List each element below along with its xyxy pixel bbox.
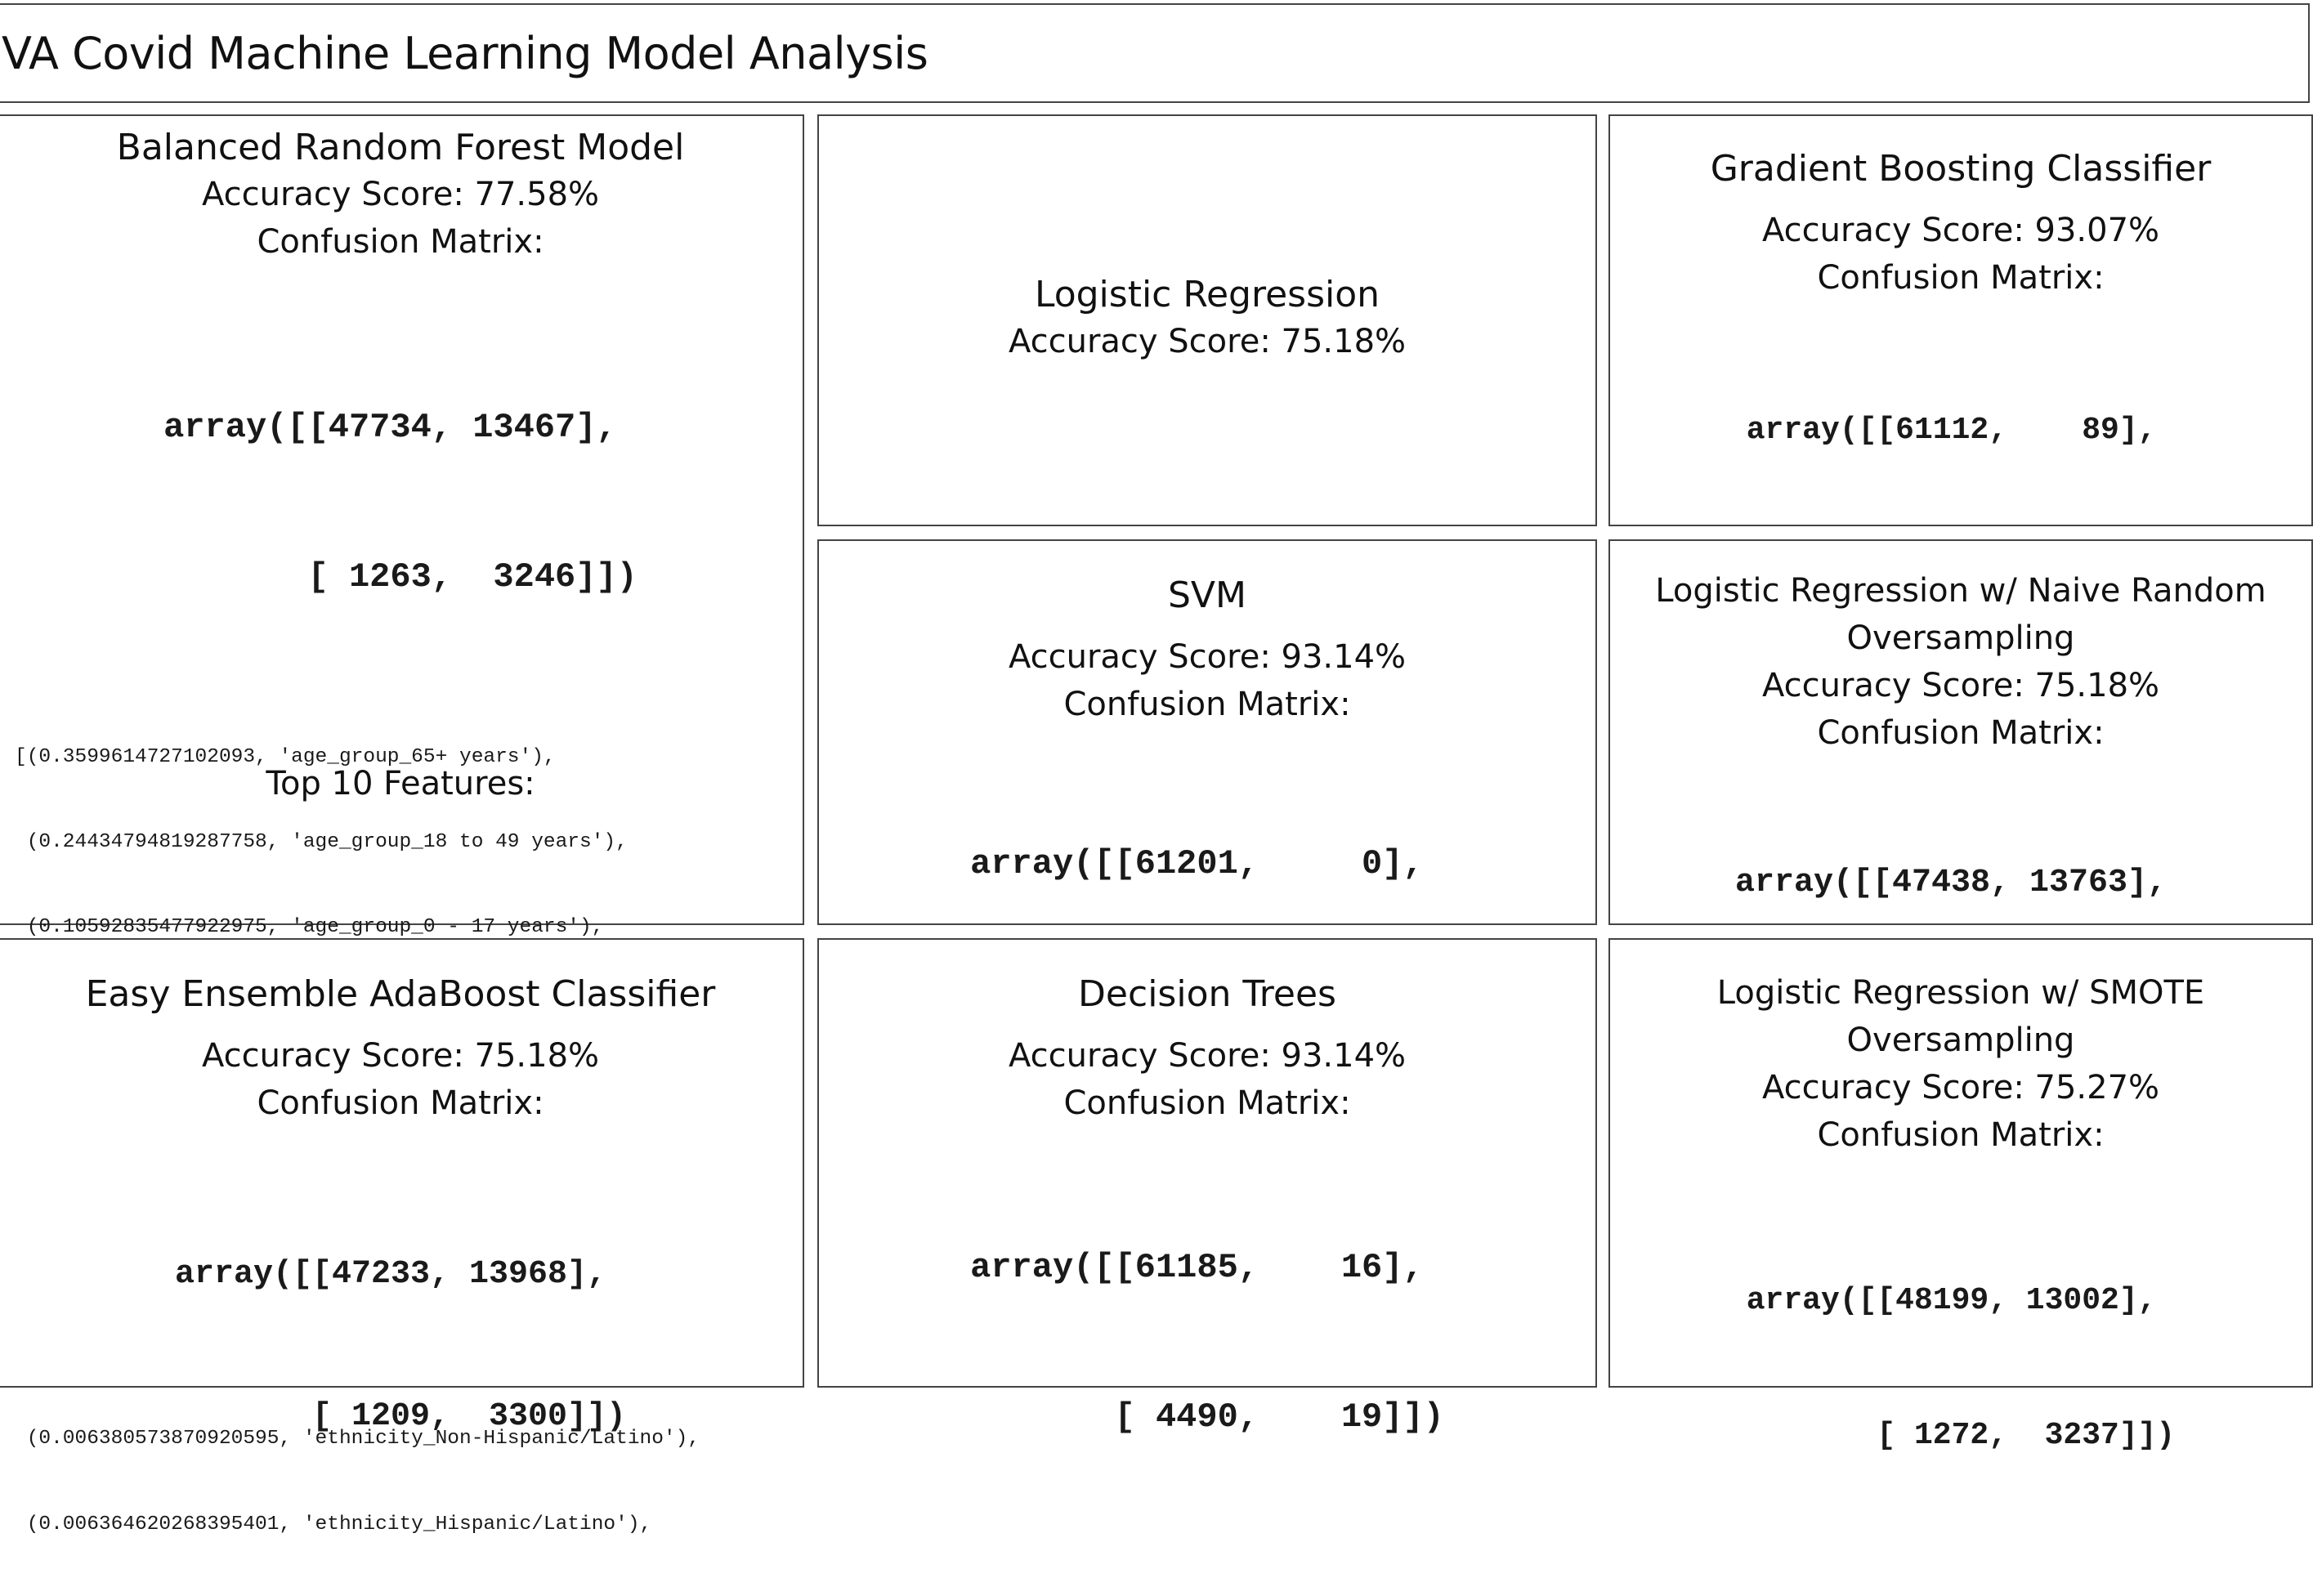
panel-title: Logistic Regression w/ Naive Random Over…: [1655, 572, 2266, 657]
panel-logistic-regression-naive-oversampling: Logistic Regression w/ Naive Random Over…: [1608, 539, 2313, 1044]
accuracy-score: Accuracy Score: 77.58%: [201, 176, 600, 214]
panel-logistic-regression: Logistic Regression Accuracy Score: 75.1…: [817, 114, 1597, 526]
panel-logistic-regression-smote: Logistic Regression w/ SMOTE Oversamplin…: [1608, 938, 2313, 1453]
dashboard-header: VA Covid Machine Learning Model Analysis: [0, 3, 2310, 103]
matrix-row: array([[47438, 13763],: [1734, 865, 2168, 901]
matrix-row: [ 1272, 3237]]): [1746, 1418, 2176, 1454]
confusion-matrix-label: Confusion Matrix:: [1817, 1116, 2105, 1154]
confusion-matrix: array([[47734, 13467], [ 1263, 3246]]): [0, 303, 803, 701]
confusion-matrix: array([[47233, 13968], [ 1209, 3300]]): [0, 1156, 803, 1536]
matrix-row: array([[61201, 0],: [970, 843, 1424, 883]
panel-title: Gradient Boosting Classifier: [1710, 148, 2212, 190]
confusion-matrix-label: Confusion Matrix:: [1063, 686, 1351, 724]
matrix-row: array([[61185, 16],: [970, 1247, 1424, 1287]
panel-title: Logistic Regression w/ SMOTE Oversamplin…: [1716, 974, 2205, 1059]
page-title: VA Covid Machine Learning Model Analysis: [2, 28, 928, 79]
feature-item: (0.24434794819287758, 'age_group_18 to 4…: [15, 830, 628, 853]
confusion-matrix-label: Confusion Matrix:: [1817, 714, 2105, 752]
matrix-row: [ 1263, 3246]]): [163, 557, 638, 597]
confusion-matrix-label: Confusion Matrix:: [257, 223, 544, 262]
panel-title: Decision Trees: [1078, 973, 1336, 1015]
accuracy-score: Accuracy Score: 93.07%: [1761, 212, 2160, 250]
confusion-matrix: array([[61185, 16], [ 4490, 19]]): [819, 1143, 1595, 1541]
panel-easy-ensemble-adaboost: Easy Ensemble AdaBoost Classifier Accura…: [0, 938, 804, 1435]
confusion-matrix-label: Confusion Matrix:: [1817, 259, 2105, 297]
panel-title: SVM: [1168, 574, 1246, 616]
panel-gradient-boosting: Gradient Boosting Classifier Accuracy Sc…: [1608, 114, 2313, 583]
feature-item: (0.10592835477922975, 'age_group_0 - 17 …: [15, 916, 604, 939]
matrix-row: [ 4490, 19]]): [970, 1397, 1444, 1437]
confusion-matrix-label: Confusion Matrix:: [1063, 1084, 1351, 1123]
accuracy-score: Accuracy Score: 75.18%: [201, 1037, 600, 1075]
panel-decision-trees: Decision Trees Accuracy Score: 93.14% Co…: [817, 938, 1597, 1437]
panel-title: Easy Ensemble AdaBoost Classifier: [85, 973, 716, 1015]
panel-balanced-random-forest: Balanced Random Forest Model Accuracy Sc…: [0, 114, 804, 1536]
accuracy-score: Accuracy Score: 75.27%: [1761, 1069, 2160, 1106]
feature-item: [(0.3599614727102093, 'age_group_65+ yea…: [15, 745, 556, 768]
matrix-row: [ 1209, 3300]]): [174, 1398, 627, 1436]
matrix-row: array([[48199, 13002],: [1746, 1283, 2157, 1319]
panel-svm: SVM Accuracy Score: 93.14% Confusion Mat…: [817, 539, 1597, 1033]
accuracy-score: Accuracy Score: 93.14%: [1008, 638, 1407, 677]
confusion-matrix-label: Confusion Matrix:: [257, 1084, 544, 1123]
accuracy-score: Accuracy Score: 75.18%: [1008, 323, 1407, 361]
matrix-row: array([[47233, 13968],: [174, 1256, 607, 1294]
panel-title: Balanced Random Forest Model: [116, 127, 685, 168]
accuracy-score: Accuracy Score: 93.14%: [1008, 1037, 1407, 1075]
top-features-label: Top 10 Features:: [266, 765, 535, 803]
confusion-matrix: array([[48199, 13002], [ 1272, 3237]]): [1610, 1188, 2311, 1549]
matrix-row: array([[47734, 13467],: [163, 407, 617, 447]
panel-title: Logistic Regression: [1034, 274, 1380, 315]
matrix-row: array([[61112, 89],: [1746, 413, 2157, 449]
accuracy-score: Accuracy Score: 75.18%: [1761, 667, 2160, 704]
